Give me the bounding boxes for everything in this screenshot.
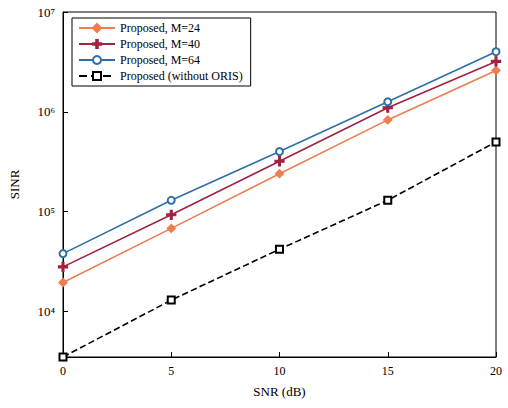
svg-text:5: 5 (168, 364, 174, 378)
svg-text:10⁷: 10⁷ (37, 5, 55, 20)
svg-text:10⁵: 10⁵ (37, 204, 55, 219)
svg-text:10⁶: 10⁶ (37, 104, 55, 119)
svg-text:Proposed, M=64: Proposed, M=64 (120, 53, 200, 67)
svg-text:15: 15 (382, 364, 394, 378)
svg-text:10⁴: 10⁴ (37, 304, 55, 319)
svg-text:SNR (dB): SNR (dB) (253, 384, 305, 399)
svg-text:Proposed, M=24: Proposed, M=24 (120, 21, 200, 35)
svg-text:SINR: SINR (7, 169, 22, 199)
svg-text:10: 10 (274, 364, 286, 378)
svg-text:20: 20 (490, 364, 502, 378)
svg-text:Proposed, M=40: Proposed, M=40 (120, 37, 200, 51)
svg-text:Proposed (without ORIS): Proposed (without ORIS) (120, 69, 243, 83)
svg-text:0: 0 (60, 364, 66, 378)
